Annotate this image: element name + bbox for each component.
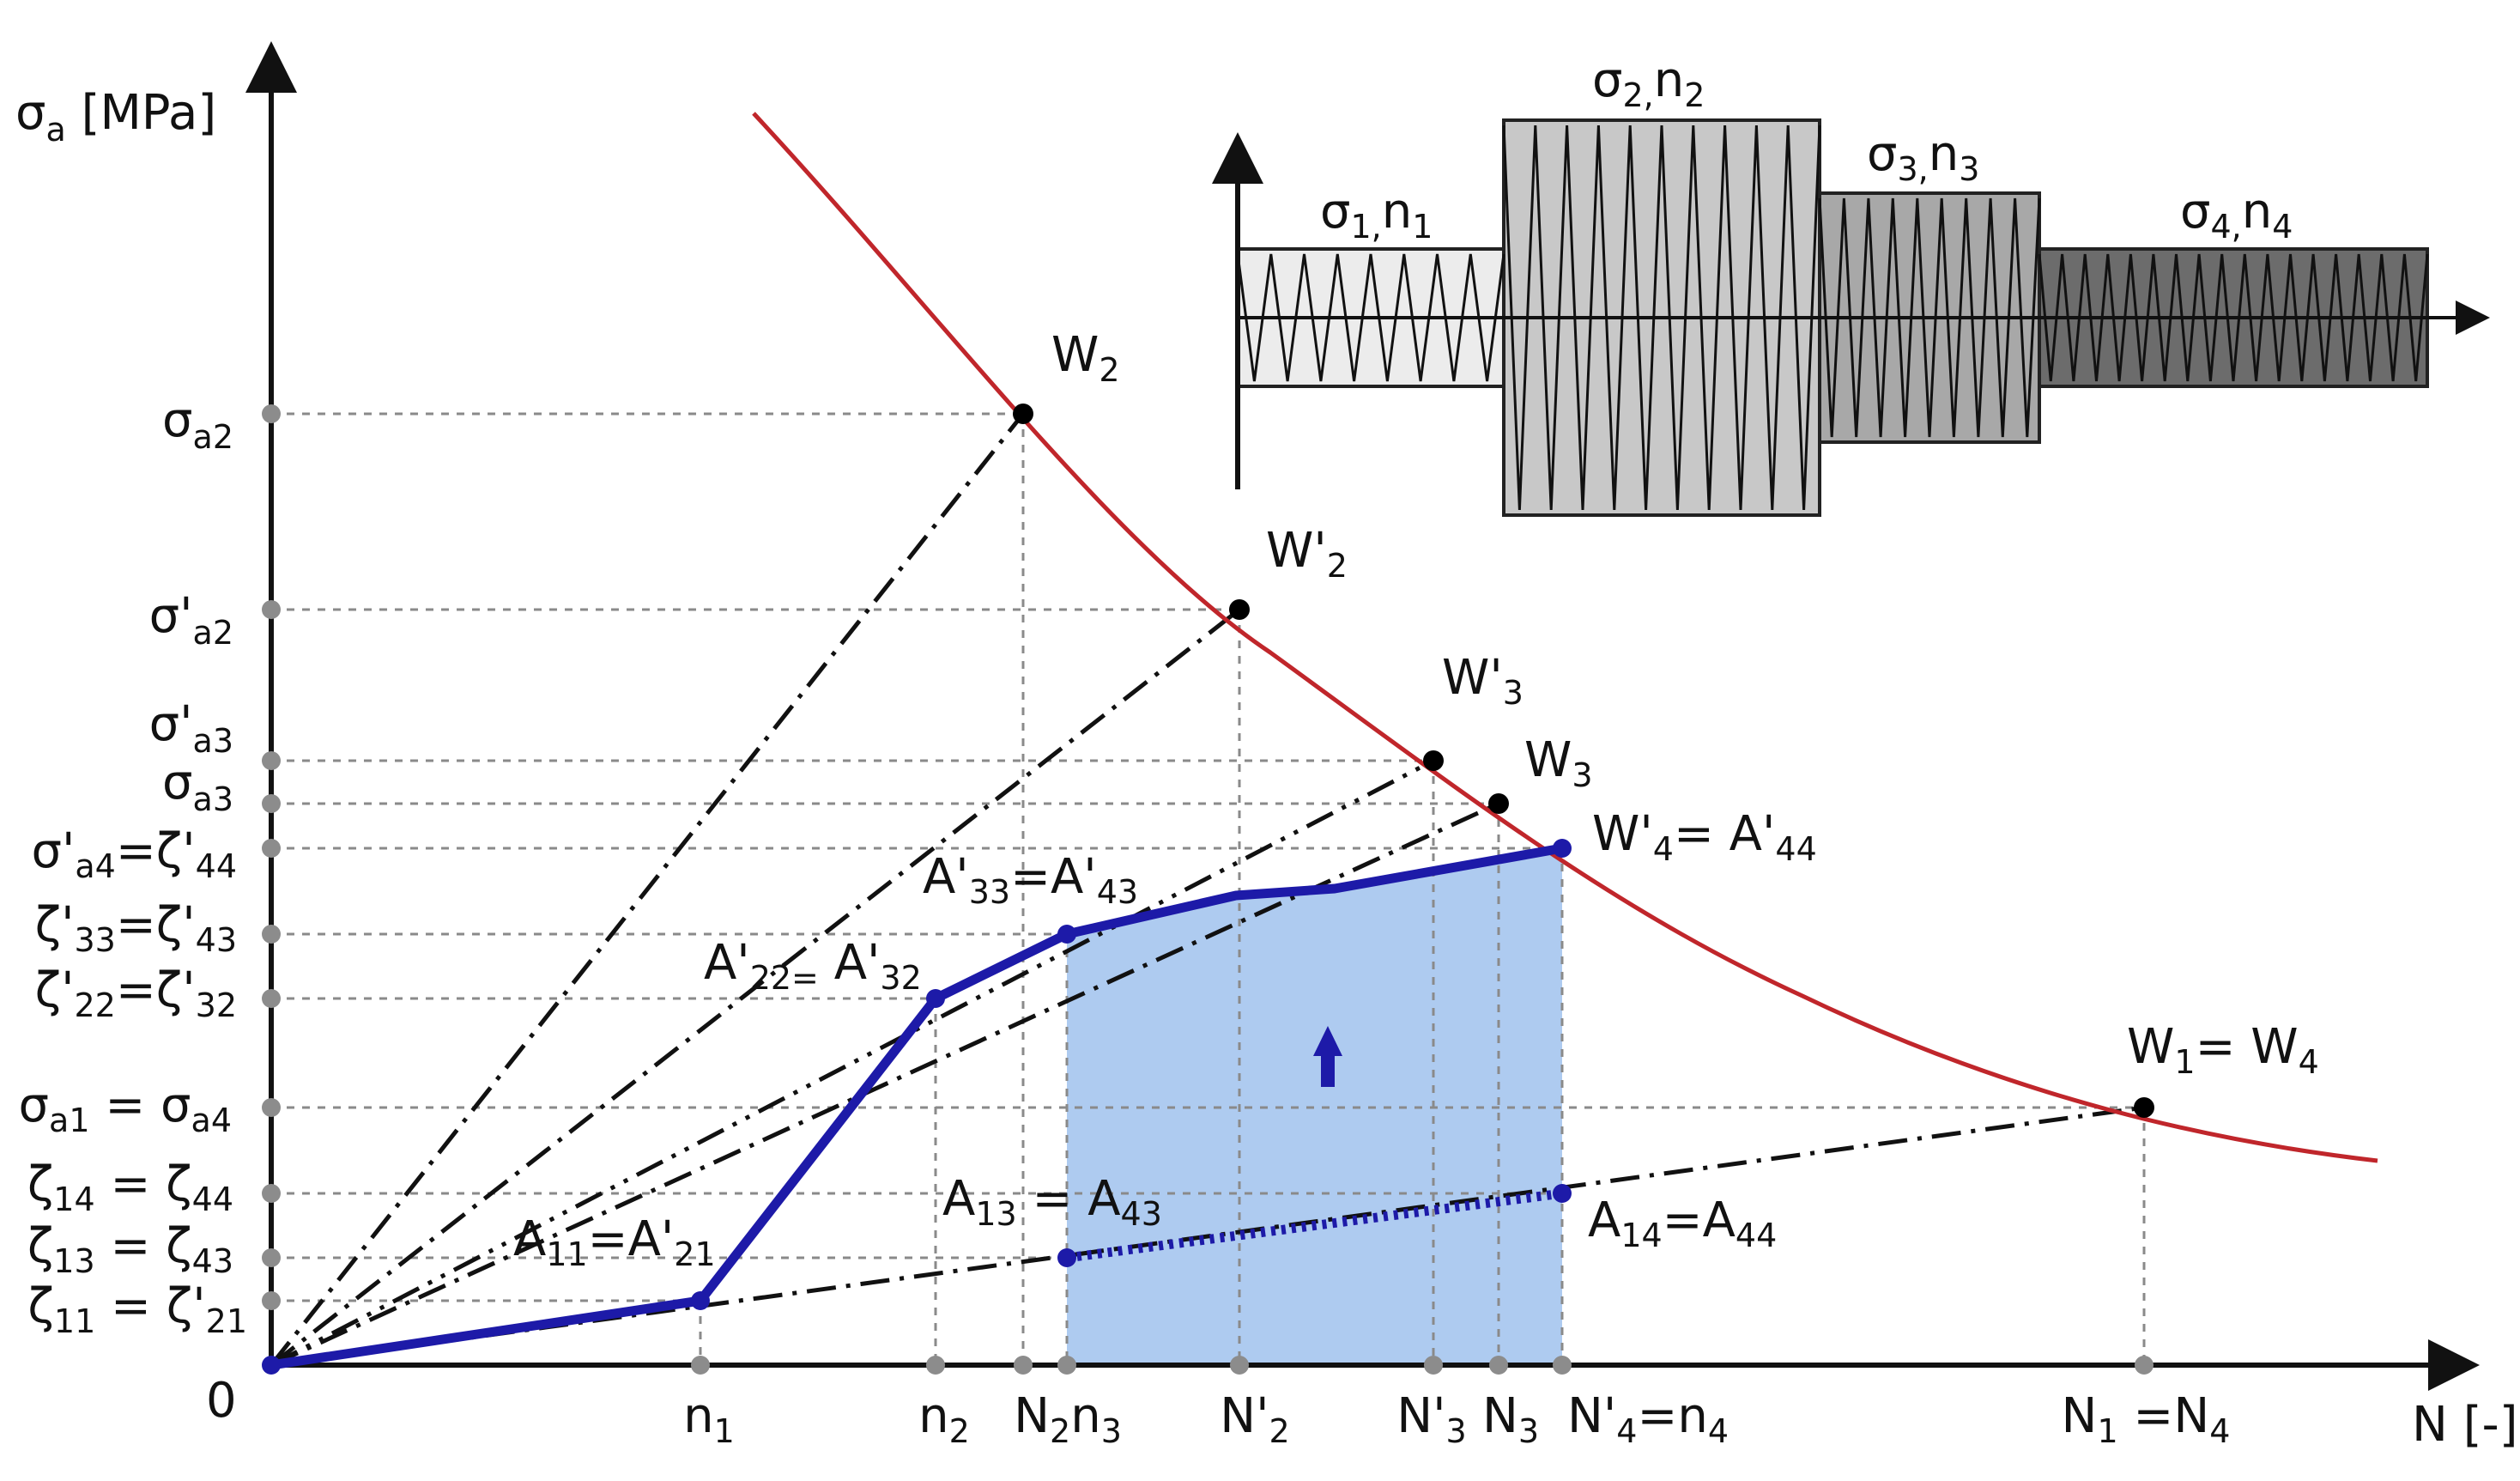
x-tick-2: N2n3 <box>1014 1388 1122 1450</box>
horizontal-guides <box>271 412 2144 1302</box>
y-tick-1: σ'a2 <box>149 588 233 652</box>
x-tick-3: N'2 <box>1220 1388 1289 1450</box>
origin-label: 0 <box>206 1373 237 1429</box>
damage-points <box>262 839 1572 1375</box>
y-tick-6: ζ'22=ζ'32 <box>35 962 237 1024</box>
y-tick-labels: σa2 σ'a2 σ'a3 σa3 σ'a4=ζ'44 ζ'33=ζ'43 ζ'… <box>19 392 247 1340</box>
x-tick-0: n1 <box>683 1388 735 1450</box>
block-1-label: σ1,n1 <box>1320 184 1433 246</box>
y-tick-3: σa3 <box>162 755 233 818</box>
y-tick-9: ζ13 = ζ43 <box>27 1218 233 1280</box>
point-labels: W2 W'2 W'3 W3 W'4= A'44 A'33=A'43 A'22= … <box>513 327 2319 1273</box>
label-W3: W3 <box>1524 732 1593 794</box>
label-W2p: W'2 <box>1266 523 1348 585</box>
label-W2: W2 <box>1051 327 1120 389</box>
block-4-label: σ4,n4 <box>2180 184 2293 246</box>
x-axis-label: N [-] <box>2412 1397 2518 1453</box>
axis-tick-dots <box>262 404 2154 1375</box>
y-tick-8: ζ14 = ζ44 <box>27 1156 233 1218</box>
x-tick-7: N1 =N4 <box>2062 1388 2231 1450</box>
label-W3p: W'3 <box>1442 650 1524 712</box>
y-tick-10: ζ11 = ζ'21 <box>27 1278 247 1340</box>
x-tick-5: N3 <box>1482 1388 1539 1450</box>
sn-curve <box>752 112 2378 1163</box>
x-tick-labels: n1 n2 N2n3 N'2 N'3 N3 N'4=n4 N1 =N4 <box>683 1388 2230 1450</box>
y-tick-7: σa1 = σa4 <box>19 1077 232 1139</box>
block-3-label: σ3,n3 <box>1867 126 1979 188</box>
x-tick-4: N'3 <box>1396 1388 1466 1450</box>
shaded-damage-area <box>1067 848 1562 1365</box>
up-arrow-icon <box>1313 1026 1342 1087</box>
label-A11: A11=A'21 <box>513 1211 716 1273</box>
y-tick-5: ζ'33=ζ'43 <box>35 897 237 959</box>
curve-points <box>1013 404 2154 1118</box>
x-tick-1: n2 <box>918 1388 970 1450</box>
label-A14: A14=A44 <box>1588 1193 1777 1254</box>
label-A13: A13 = A43 <box>942 1171 1162 1233</box>
label-W4p: W'4= A'44 <box>1592 806 1817 868</box>
y-tick-2: σ'a3 <box>149 696 233 760</box>
label-A33: A'33=A'43 <box>923 849 1138 911</box>
damage-path-dotted <box>1066 1188 1563 1263</box>
block-2-label: σ2,n2 <box>1592 52 1705 114</box>
load-spectrum-inset: σ1,n1 σ2,n2 σ3,n3 σ4,n4 <box>1212 52 2490 517</box>
y-tick-4: σ'a4=ζ'44 <box>32 823 238 885</box>
y-axis-label: σa [MPa] <box>15 85 216 149</box>
label-W1: W1= W4 <box>2127 1019 2319 1081</box>
secant-lines <box>270 412 2145 1368</box>
vertical-guides <box>699 414 2146 1365</box>
x-tick-6: N'4=n4 <box>1567 1388 1729 1450</box>
label-A22: A'22= A'32 <box>704 935 922 997</box>
y-tick-0: σa2 <box>162 392 233 456</box>
